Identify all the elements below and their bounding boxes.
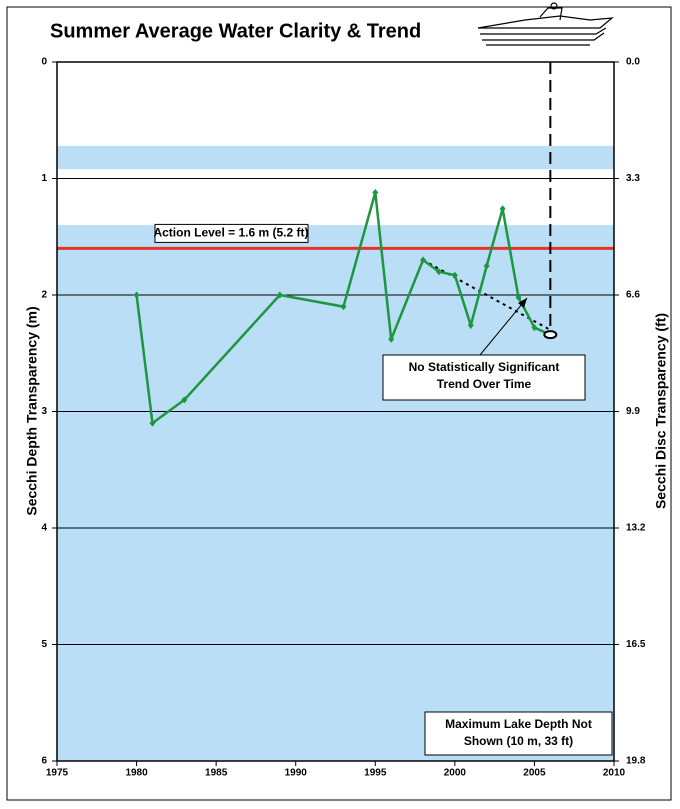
annotation-text: No Statistically Significant: [409, 360, 560, 374]
chart: Summer Average Water Clarity & Trend Sec…: [0, 0, 680, 809]
y2-tick-label: 16.5: [626, 639, 646, 650]
point-marker: [544, 331, 556, 338]
y2-tick-label: 0.0: [626, 57, 640, 68]
y2-tick-label: 3.3: [626, 173, 640, 184]
y-tick-label: 1: [41, 173, 47, 184]
y-tick-label: 5: [41, 639, 47, 650]
point-marker: [372, 189, 378, 196]
y-tick-label: 2: [41, 290, 47, 301]
y2-tick-label: 19.8: [626, 756, 646, 767]
y2-tick-label: 9.9: [626, 406, 640, 417]
x-tick-label: 1990: [285, 768, 308, 779]
y-tick-label: 0: [41, 57, 47, 68]
x-tick-label: 2005: [523, 768, 546, 779]
x-tick-label: 1985: [205, 768, 228, 779]
point-marker: [500, 205, 506, 212]
y-tick-label: 6: [41, 756, 47, 767]
chart-title: Summer Average Water Clarity & Trend: [50, 20, 421, 42]
y-axis-label: Secchi Depth Transparency (m): [24, 306, 40, 515]
y2-tick-label: 6.6: [626, 290, 640, 301]
y2-axis-label: Secchi Disc Transparency (ft): [653, 313, 669, 509]
y-tick-label: 4: [41, 523, 47, 534]
annotation-text: Shown (10 m, 33 ft): [464, 734, 573, 748]
boat-icon: [478, 3, 612, 45]
x-tick-label: 1975: [46, 768, 69, 779]
x-tick-label: 1995: [364, 768, 387, 779]
y-tick-label: 3: [41, 406, 47, 417]
annotation-text: Trend Over Time: [437, 377, 532, 391]
x-tick-label: 2000: [444, 768, 467, 779]
y2-tick-label: 13.2: [626, 523, 646, 534]
x-tick-label: 2010: [603, 768, 626, 779]
band: [57, 146, 614, 169]
x-tick-label: 1980: [125, 768, 148, 779]
annotation-text: Maximum Lake Depth Not: [445, 717, 592, 731]
action-level-label: Action Level = 1.6 m (5.2 ft): [153, 226, 308, 240]
